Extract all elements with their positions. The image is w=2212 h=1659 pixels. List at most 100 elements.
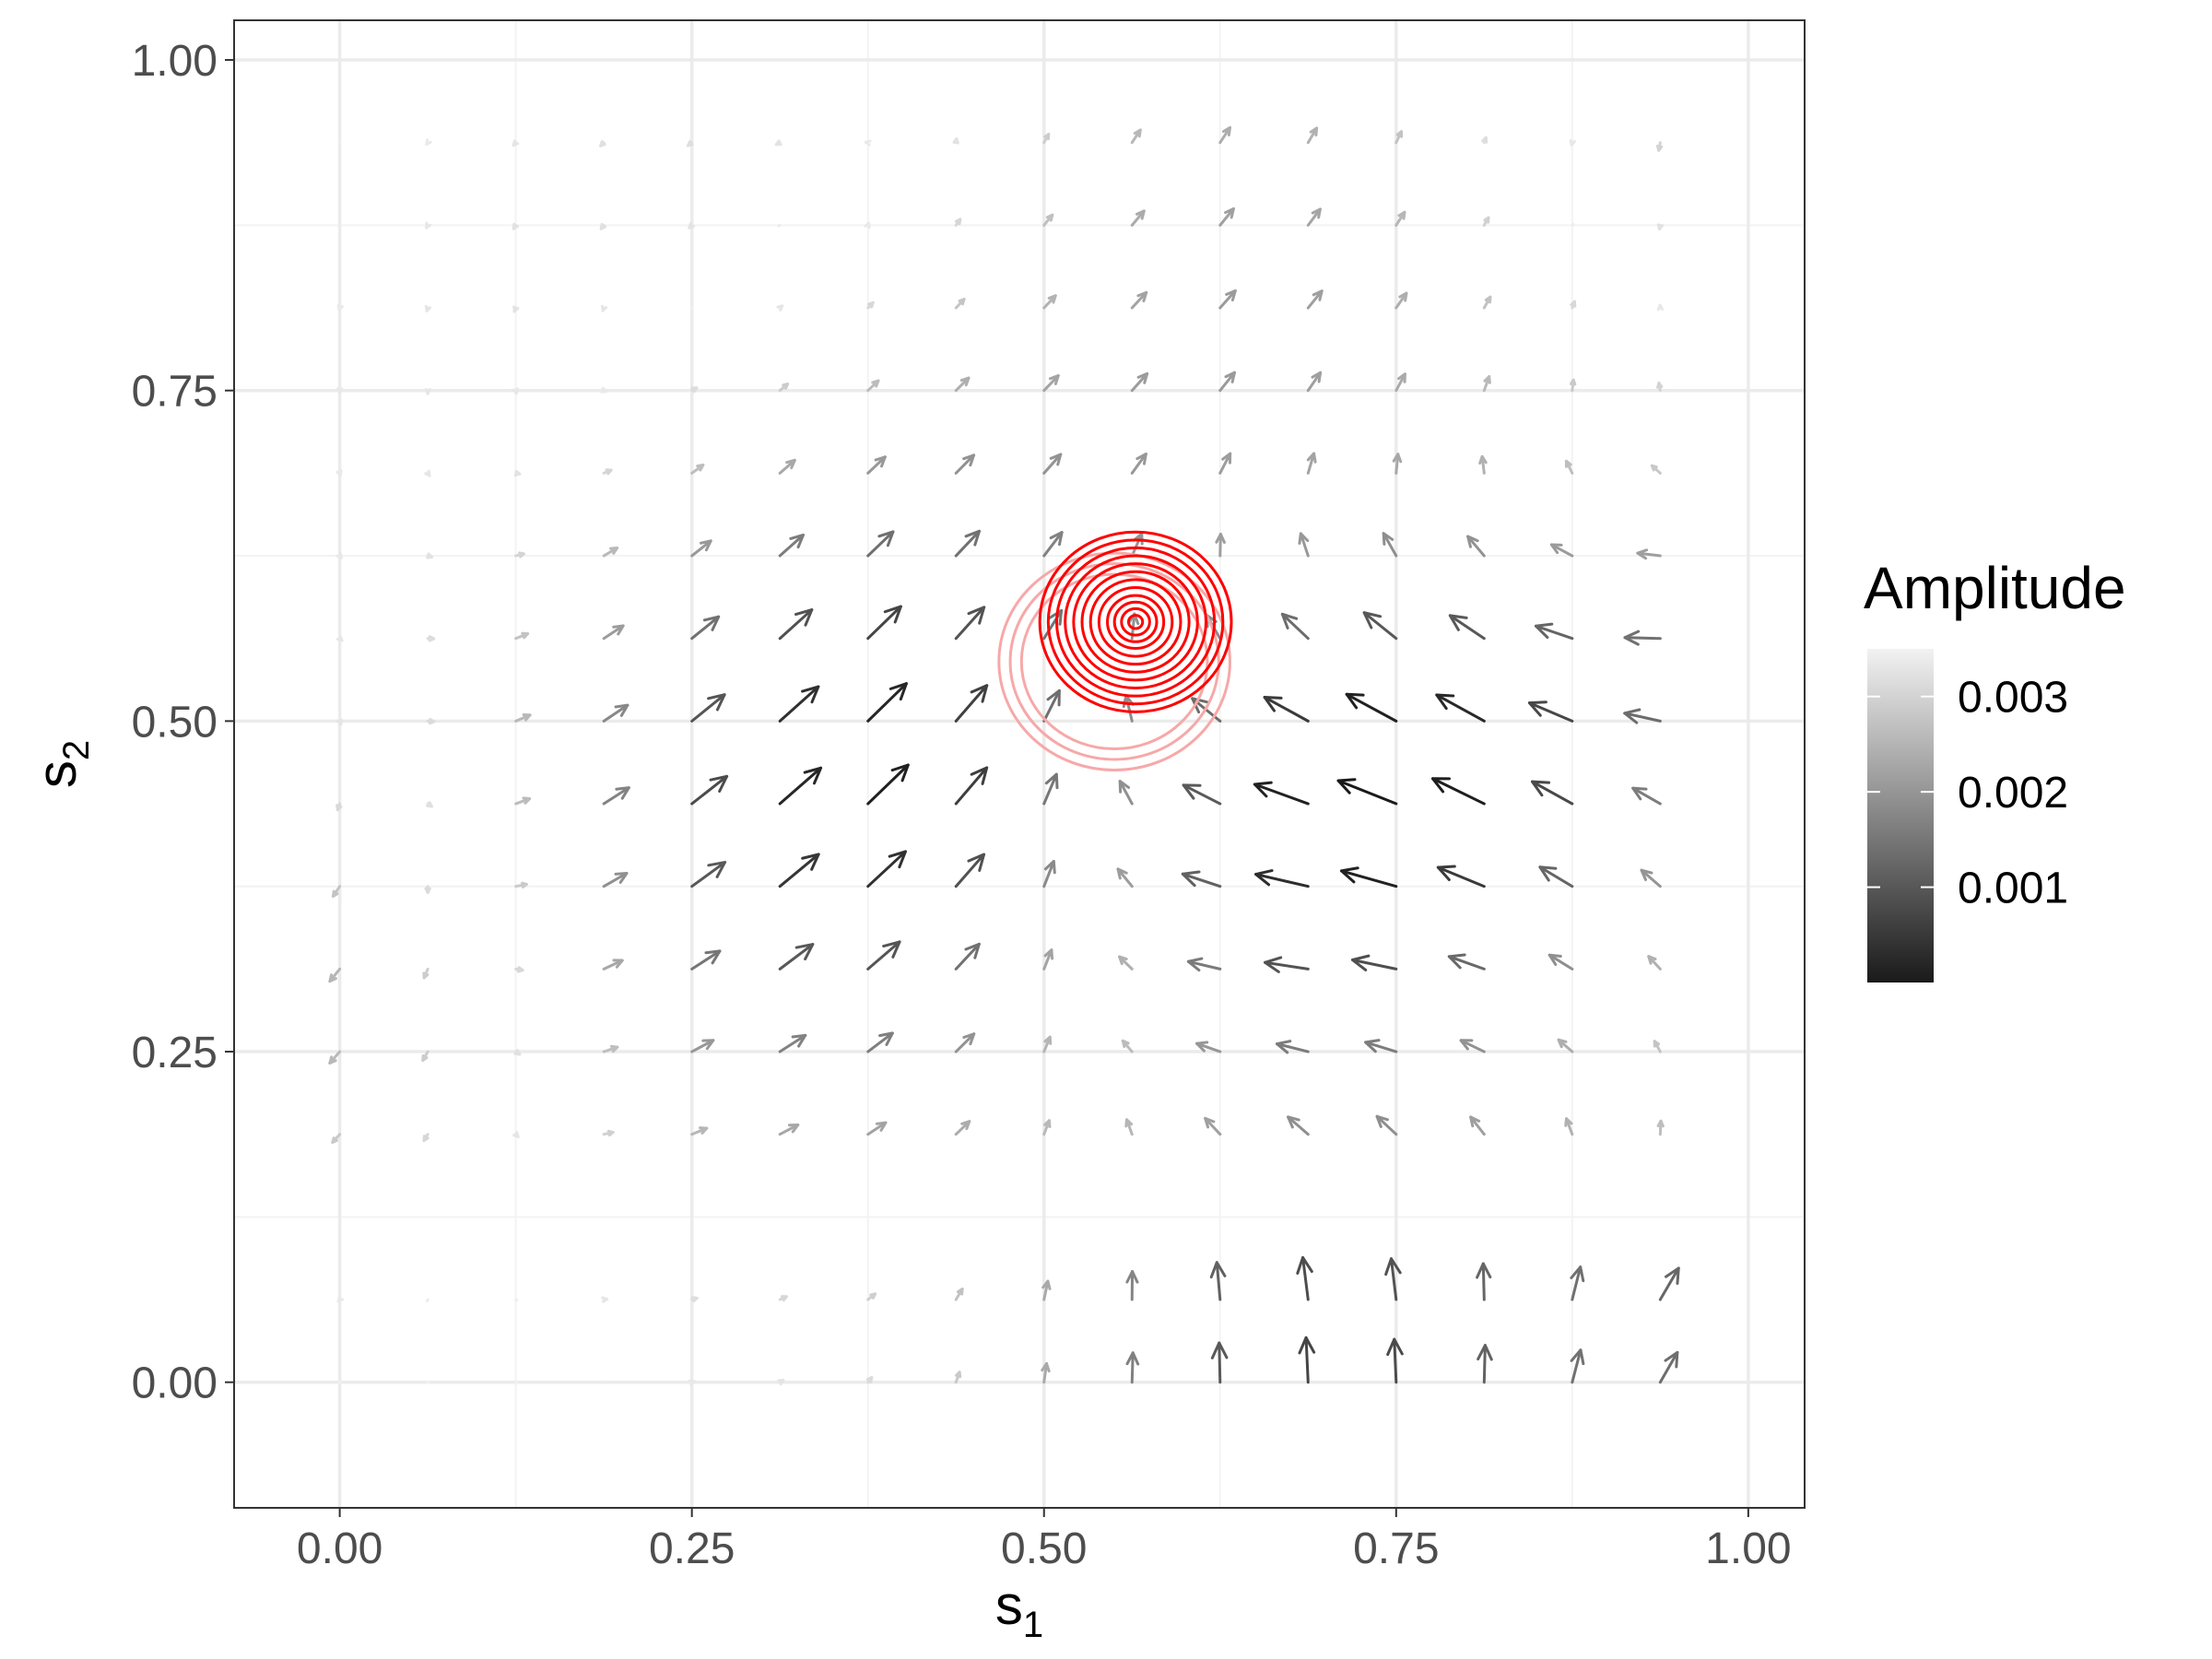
vector-arrow — [600, 386, 608, 394]
vector-arrow — [866, 530, 895, 558]
vector-field — [328, 125, 1680, 1386]
vector-arrow — [602, 872, 629, 888]
arrow-head — [1640, 868, 1653, 881]
arrow-head — [1570, 1348, 1585, 1366]
arrow-shaft — [778, 685, 820, 723]
vector-arrow — [602, 786, 630, 806]
vector-arrow — [1631, 786, 1662, 806]
arrow-shaft — [690, 774, 729, 806]
arrow-head — [777, 1378, 785, 1386]
arrow-head — [1392, 453, 1403, 464]
vector-arrow — [335, 634, 344, 642]
vector-arrow — [1531, 780, 1574, 806]
arrow-head — [600, 304, 608, 312]
vector-arrow — [1481, 135, 1488, 145]
arrow-head — [335, 718, 343, 726]
arrow-shaft — [1130, 453, 1147, 475]
arrow-head — [1436, 865, 1456, 882]
arrow-head — [1397, 372, 1406, 383]
arrow-head — [1043, 948, 1054, 960]
arrow-shaft — [1339, 869, 1398, 888]
arrow-shaft — [1253, 782, 1310, 806]
vector-arrow — [1339, 866, 1398, 888]
vector-arrow — [954, 853, 986, 888]
vector-arrow — [1447, 953, 1486, 971]
arrow-shaft — [1658, 1266, 1680, 1301]
arrow-head — [424, 304, 432, 312]
vector-arrow — [336, 386, 344, 394]
vector-arrow — [1656, 303, 1665, 312]
arrow-head — [785, 458, 796, 470]
vector-arrow — [1570, 1265, 1585, 1301]
arrow-head — [609, 1044, 619, 1053]
y-axis: 0.00 0.25 0.50 0.75 1.00 — [132, 37, 234, 1408]
vector-arrow — [1215, 533, 1226, 558]
arrow-head — [1336, 778, 1357, 794]
arrow-head — [964, 529, 982, 547]
arrow-head — [1364, 1039, 1381, 1053]
arrow-head — [335, 804, 343, 812]
arrow-shaft — [1195, 1041, 1222, 1053]
arrow-shaft — [1204, 1116, 1222, 1136]
vector-arrow — [1655, 141, 1664, 152]
arrow-shaft — [866, 763, 910, 806]
vector-arrow — [1296, 1255, 1313, 1301]
arrow-head — [1254, 869, 1274, 887]
vector-arrow — [688, 1379, 696, 1386]
arrow-head — [336, 1295, 345, 1303]
arrow-head — [1570, 300, 1577, 308]
arrow-head — [801, 685, 820, 704]
contour-line — [1106, 594, 1166, 650]
vector-arrow — [777, 1378, 785, 1386]
y-tick-label: 0.75 — [132, 368, 218, 417]
vector-arrow — [776, 304, 784, 312]
arrow-head — [970, 766, 989, 785]
contour-line — [1038, 530, 1233, 713]
vector-arrow — [690, 949, 722, 971]
contour-line — [1064, 554, 1207, 690]
arrow-head — [962, 1032, 976, 1046]
arrow-head — [1224, 371, 1236, 383]
arrow-head — [1636, 548, 1649, 560]
arrow-head — [426, 552, 434, 559]
arrow-head — [1275, 1040, 1292, 1054]
arrow-head — [1656, 382, 1664, 389]
arrow-shaft — [1042, 688, 1061, 723]
arrow-head — [1398, 291, 1408, 302]
vector-arrow — [512, 305, 520, 313]
arrow-head — [690, 386, 699, 394]
vector-arrow — [954, 684, 989, 723]
arrow-shaft — [954, 606, 986, 641]
arrow-head — [428, 635, 436, 642]
vector-arrow — [774, 139, 782, 147]
arrow-head — [1466, 535, 1479, 548]
arrow-shaft — [1375, 1114, 1398, 1136]
arrow-head — [1046, 688, 1061, 707]
vector-arrow — [1534, 622, 1574, 641]
arrow-shaft — [866, 1121, 888, 1136]
panel-border — [233, 19, 1806, 1509]
arrow-head — [512, 222, 519, 230]
vector-arrow — [1640, 868, 1662, 888]
vector-arrow — [778, 458, 796, 475]
arrow-head — [521, 631, 530, 640]
arrow-head — [1125, 1270, 1139, 1284]
vector-arrow — [426, 801, 434, 808]
vector-arrow — [602, 1129, 615, 1137]
arrow-head — [1041, 1361, 1051, 1373]
vector-arrow — [1306, 207, 1322, 227]
arrow-shaft — [1130, 532, 1144, 558]
arrow-head — [1557, 1038, 1568, 1049]
contour-line — [1046, 538, 1225, 706]
vector-arrow — [1130, 128, 1142, 145]
arrow-head — [1570, 1265, 1585, 1283]
vector-arrow — [690, 615, 721, 641]
vector-arrow — [600, 304, 608, 312]
arrow-head — [702, 615, 721, 631]
vector-arrow — [1570, 1348, 1585, 1384]
arrow-head — [1121, 1039, 1130, 1049]
vector-arrow — [1650, 464, 1662, 475]
arrow-head — [331, 1136, 338, 1144]
arrow-shaft — [690, 949, 722, 971]
arrow-head — [794, 943, 815, 961]
